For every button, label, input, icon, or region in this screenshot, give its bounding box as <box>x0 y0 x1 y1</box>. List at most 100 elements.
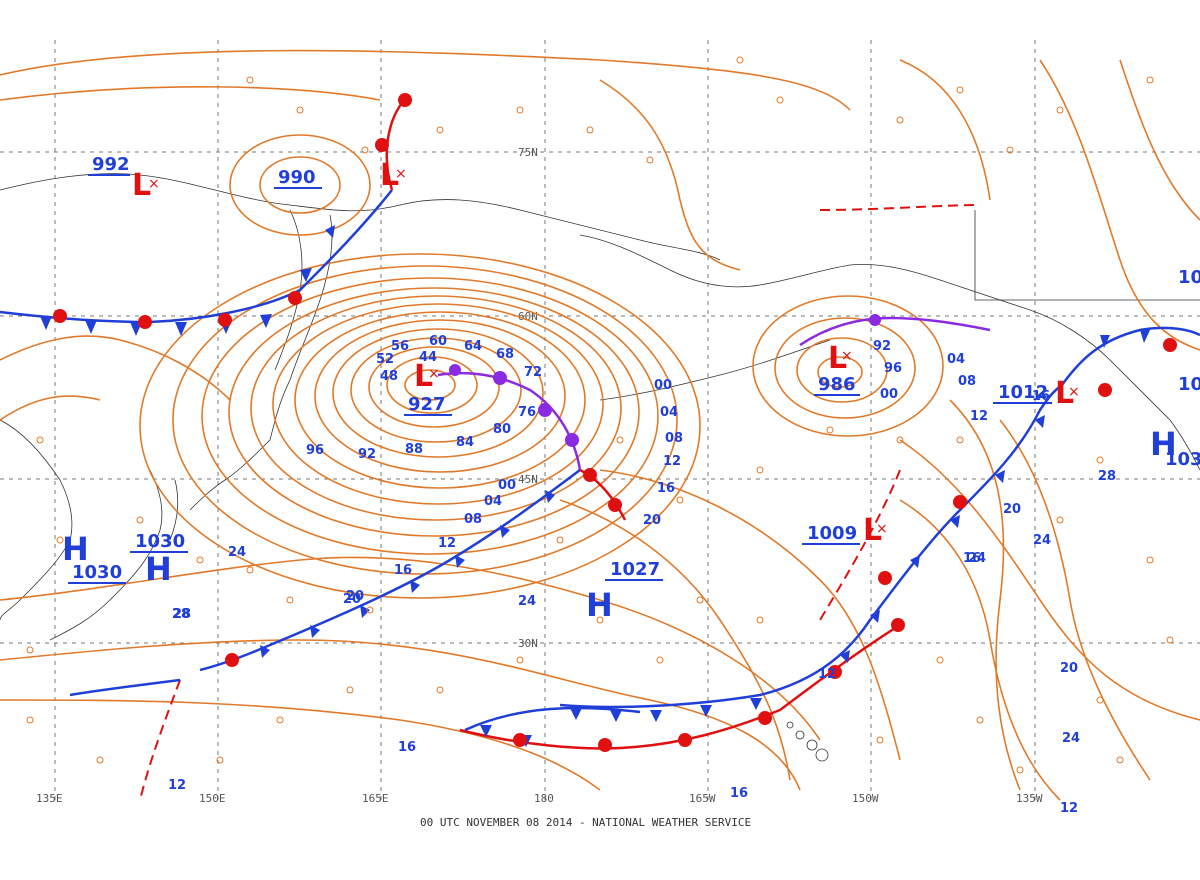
pressure-value: 10 <box>1178 374 1200 395</box>
high-symbol: H <box>145 550 172 588</box>
isobar-label: 56 <box>391 339 409 354</box>
pressure-value: 10 <box>1178 267 1200 288</box>
lon-label-150e: 150E <box>199 792 226 805</box>
isobar-label: 12 <box>438 536 456 551</box>
high-1027: H 1027 <box>586 559 663 624</box>
svg-text:×: × <box>395 166 407 182</box>
isobar-label: 88 <box>405 442 423 457</box>
isobar-label: 96 <box>306 443 324 458</box>
isobar-label: 80 <box>493 422 511 437</box>
isobar-label: 20 <box>1060 661 1078 676</box>
isobar-label: 16 <box>730 786 748 801</box>
pressure-value: 927 <box>408 394 446 415</box>
isobar-label: 20 <box>343 592 361 607</box>
high-symbol: H <box>62 530 89 568</box>
svg-text:×: × <box>876 521 888 537</box>
low-symbol: L <box>863 513 882 548</box>
lon-label-135w: 135W <box>1016 792 1043 805</box>
isobar-label: 12 <box>1060 801 1078 816</box>
isobar-label: 76 <box>518 405 536 420</box>
fronts <box>0 94 1200 801</box>
low-990: L × 990 <box>274 158 407 193</box>
low-1012: L × 1012 <box>993 376 1080 411</box>
isobar-label: 16 <box>657 481 675 496</box>
isobar-label: 12 <box>970 409 988 424</box>
isobar-label: 00 <box>654 378 672 393</box>
isobar-label: 12 <box>663 454 681 469</box>
pressure-value: 1027 <box>610 559 660 580</box>
isobar-label: 00 <box>498 478 516 493</box>
high-symbol: H <box>1150 425 1177 463</box>
low-symbol: L <box>414 359 433 394</box>
coastlines <box>0 173 1200 762</box>
isobar-label: 92 <box>873 339 891 354</box>
pressure-value: 1012 <box>998 382 1048 403</box>
cold-front-triangles <box>40 225 1150 747</box>
pressure-value: 1009 <box>807 523 857 544</box>
isobar-label: 96 <box>884 361 902 376</box>
isobar-label: 52 <box>376 352 394 367</box>
occluded-front-markers <box>449 314 881 447</box>
pressure-value: 1030 <box>72 562 122 583</box>
pressure-value: 1030 <box>135 531 185 552</box>
lat-label-30n: 30N <box>518 637 538 650</box>
isobar-label: 16 <box>394 563 412 578</box>
pressure-value: 990 <box>278 167 316 188</box>
svg-text:×: × <box>148 176 160 192</box>
isobar-label: 24 <box>228 545 246 560</box>
isobar-label: 08 <box>665 431 683 446</box>
isobar-label: 28 <box>173 607 191 622</box>
lon-label-150w: 150W <box>852 792 879 805</box>
isobar-label: 84 <box>456 435 474 450</box>
isobar-label: 12 <box>818 667 836 682</box>
low-symbol: L <box>1055 376 1074 411</box>
isobar-label: 12 <box>168 778 186 793</box>
isobar-labels: 56 60 64 68 72 76 80 84 88 92 96 44 52 4… <box>168 334 1116 816</box>
isobar-label: 24 <box>518 594 536 609</box>
svg-text:×: × <box>1068 384 1080 400</box>
high-symbol: H <box>586 586 613 624</box>
lon-label-135e: 135E <box>36 792 63 805</box>
pressure-value: 992 <box>92 154 130 175</box>
isobar-label: 92 <box>358 447 376 462</box>
isobar-label: 60 <box>429 334 447 349</box>
low-symbol: L <box>380 158 399 193</box>
isobar-label: 24 <box>1062 731 1080 746</box>
low-1009: L × 1009 <box>802 513 888 548</box>
isobar-label: 48 <box>380 369 398 384</box>
low-986: L × 986 <box>814 341 860 396</box>
isobar-label: 24 <box>968 551 986 566</box>
isobar-label: 28 <box>172 607 190 622</box>
isobar-label: 08 <box>464 512 482 527</box>
isobar-label: 68 <box>496 347 514 362</box>
isobar-label: 16 <box>398 740 416 755</box>
lat-label-45n: 45N <box>518 473 538 486</box>
low-symbol: L <box>828 341 847 376</box>
svg-text:×: × <box>841 348 853 364</box>
station-plots <box>26 56 1174 774</box>
svg-text:×: × <box>428 366 440 382</box>
isobar-label: 24 <box>1033 533 1051 548</box>
high-103: H 103 <box>1150 425 1200 470</box>
high-10-a: 10 <box>1178 267 1200 288</box>
isobar-label: 64 <box>464 339 482 354</box>
isobar-label: 72 <box>524 365 542 380</box>
high-1030-b: H 1030 <box>130 531 188 588</box>
pressure-value: 103 <box>1165 449 1200 470</box>
isobar-label: 04 <box>484 494 502 509</box>
isobar-label: 44 <box>419 350 437 365</box>
isobar-label: 08 <box>958 374 976 389</box>
lon-label-165w: 165W <box>689 792 716 805</box>
lon-label-165e: 165E <box>362 792 389 805</box>
isobar-label: 16 <box>1032 389 1050 404</box>
lat-label-75n: 75N <box>518 146 538 159</box>
low-927: L × 927 <box>404 359 452 416</box>
isobars <box>0 49 1200 801</box>
isobar-label: 20 <box>1003 502 1021 517</box>
isobar-label: 16 <box>963 551 981 566</box>
isobar-label: 04 <box>660 405 678 420</box>
isobar-label: 20 <box>346 589 364 604</box>
isobar-label: 28 <box>1098 469 1116 484</box>
high-10-b: 10 <box>1178 374 1200 395</box>
